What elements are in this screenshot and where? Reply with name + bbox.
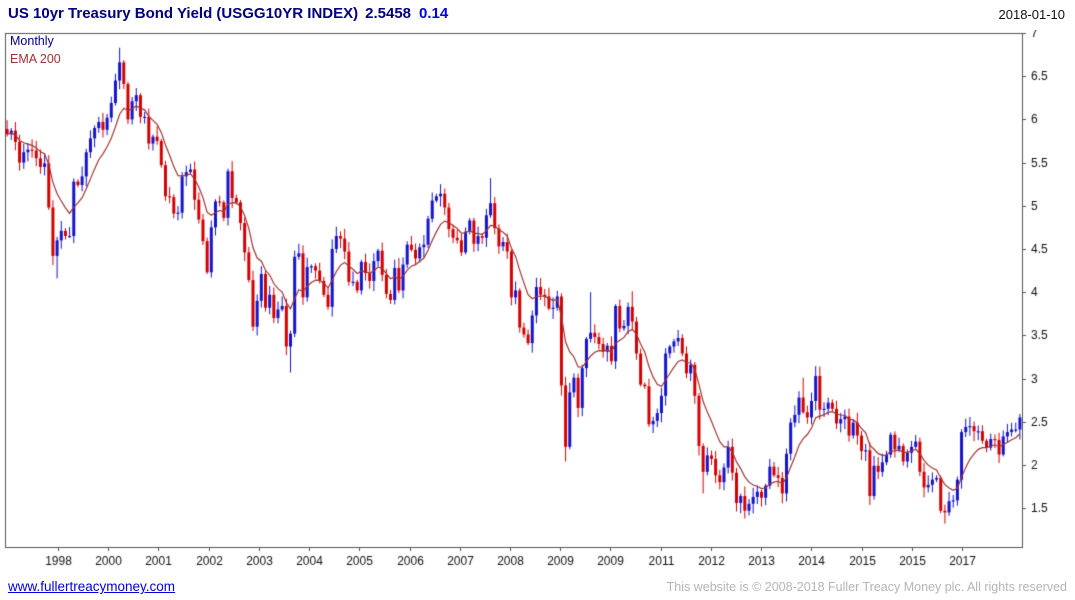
footer-bar: www.fullertreacymoney.com This website i… [0, 572, 1075, 600]
copyright-text: This website is © 2008-2018 Fuller Treac… [666, 580, 1067, 594]
price-chart-canvas[interactable] [0, 30, 1075, 572]
timeframe-label: Monthly [10, 34, 54, 48]
last-price: 2.5458 [365, 5, 412, 22]
chart-header: US 10yr Treasury Bond Yield (USGG10YR IN… [0, 0, 1075, 30]
website-link[interactable]: www.fullertreacymoney.com [8, 579, 176, 594]
chart-title-line: US 10yr Treasury Bond Yield (USGG10YR IN… [8, 5, 448, 22]
quote-date: 2018-01-10 [998, 7, 1066, 22]
price-change: 0.14 [419, 5, 449, 22]
chart-title: US 10yr Treasury Bond Yield (USGG10YR IN… [8, 5, 359, 22]
ema-label: EMA 200 [10, 52, 61, 66]
